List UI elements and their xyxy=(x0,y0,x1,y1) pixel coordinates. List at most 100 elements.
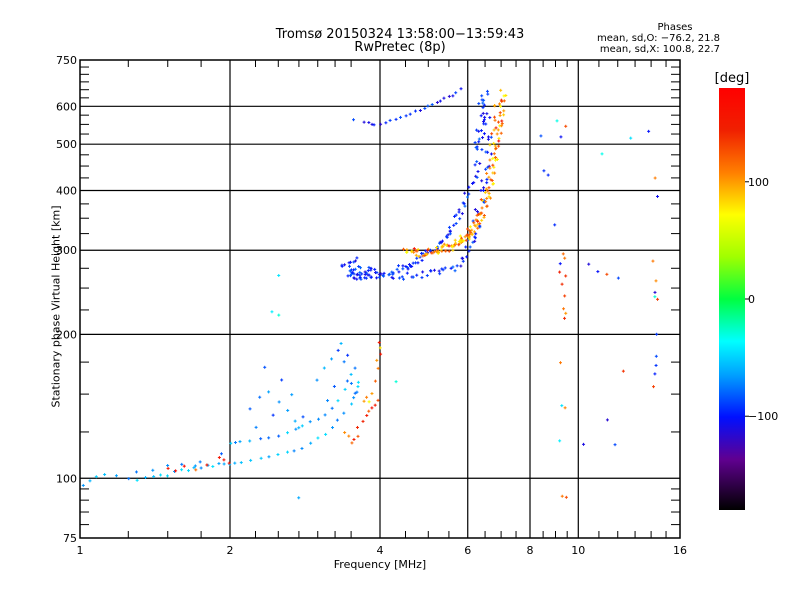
data-point xyxy=(459,264,463,268)
data-point xyxy=(365,414,369,418)
data-point xyxy=(349,260,353,264)
data-point xyxy=(417,254,421,258)
data-point xyxy=(349,272,353,276)
data-point xyxy=(476,170,480,174)
data-point xyxy=(448,229,452,233)
data-point xyxy=(397,270,401,274)
data-point xyxy=(449,266,453,270)
data-point xyxy=(450,245,454,249)
data-point xyxy=(352,437,356,441)
data-point xyxy=(605,272,609,276)
plot-frame xyxy=(79,59,681,539)
data-point xyxy=(435,247,439,251)
data-point xyxy=(493,104,497,108)
data-point xyxy=(502,94,506,98)
data-point xyxy=(481,106,485,110)
data-point xyxy=(391,276,395,280)
data-point xyxy=(360,272,364,276)
data-point xyxy=(416,261,420,265)
data-point xyxy=(205,463,209,467)
data-point xyxy=(447,244,451,248)
data-point xyxy=(353,267,357,271)
data-point xyxy=(390,270,394,274)
data-point xyxy=(470,233,474,237)
data-point xyxy=(484,187,488,191)
data-point xyxy=(451,94,455,98)
data-point xyxy=(414,261,418,265)
data-point xyxy=(350,402,354,406)
data-point xyxy=(441,268,445,272)
data-point xyxy=(467,234,471,238)
data-point xyxy=(484,122,488,126)
data-point xyxy=(352,396,356,400)
data-point xyxy=(174,469,178,473)
data-point xyxy=(173,469,177,473)
data-point xyxy=(355,256,359,260)
data-point xyxy=(475,147,479,151)
data-point xyxy=(396,264,400,268)
data-point xyxy=(294,427,298,431)
data-point xyxy=(297,426,301,430)
data-point xyxy=(499,88,503,92)
data-point xyxy=(180,468,184,472)
data-point xyxy=(219,452,223,456)
y-tick-label: 100 xyxy=(56,472,77,485)
data-point xyxy=(355,390,359,394)
data-point xyxy=(562,307,566,311)
data-point xyxy=(485,196,489,200)
data-point xyxy=(498,124,502,128)
data-point xyxy=(482,215,486,219)
data-point xyxy=(647,129,651,133)
data-point xyxy=(377,341,381,345)
tick-labels: 1 2 4 6 8 10 16 75 100 200 300 400 500 600 750 xyxy=(56,54,687,557)
data-point xyxy=(582,442,586,446)
data-point xyxy=(349,274,353,278)
x-tick-label: 8 xyxy=(527,544,534,557)
y-tick-label: 400 xyxy=(56,184,77,197)
chart-subtitle: RwPretec (8p) xyxy=(354,40,446,55)
data-point xyxy=(347,434,351,438)
data-point xyxy=(88,479,92,483)
data-point xyxy=(353,391,357,395)
data-point xyxy=(127,477,131,481)
colorbar-label: [deg] xyxy=(715,71,750,86)
data-point xyxy=(476,212,480,216)
data-point xyxy=(421,270,425,274)
data-point xyxy=(238,440,242,444)
stats-x-mode: mean, sd,X: 100.8, 22.7 xyxy=(599,44,720,55)
data-point xyxy=(379,122,383,126)
data-point xyxy=(382,271,386,275)
data-point xyxy=(399,115,403,119)
data-point xyxy=(495,132,499,136)
data-point xyxy=(343,431,347,435)
data-point xyxy=(451,244,455,248)
data-point xyxy=(445,234,449,238)
data-point xyxy=(358,275,362,279)
data-point xyxy=(367,400,371,404)
data-point xyxy=(482,213,486,217)
data-point xyxy=(613,443,617,447)
data-point xyxy=(474,224,478,228)
data-point xyxy=(433,249,437,253)
data-point xyxy=(349,268,353,272)
data-point xyxy=(348,264,352,268)
data-point xyxy=(500,124,504,128)
data-point xyxy=(267,390,271,394)
data-point xyxy=(465,233,469,237)
data-point xyxy=(420,258,424,262)
data-point xyxy=(466,238,470,242)
data-point xyxy=(276,453,280,457)
data-point xyxy=(463,204,467,208)
data-point xyxy=(423,106,427,110)
data-point xyxy=(358,270,362,274)
data-point xyxy=(492,165,496,169)
data-point xyxy=(564,495,568,499)
data-point xyxy=(159,473,163,477)
data-point xyxy=(211,465,215,469)
x-tick-label: 1 xyxy=(77,544,84,557)
data-point xyxy=(656,194,660,198)
data-point xyxy=(442,242,446,246)
data-point xyxy=(342,360,346,364)
data-point xyxy=(479,188,483,192)
data-point xyxy=(440,239,444,243)
